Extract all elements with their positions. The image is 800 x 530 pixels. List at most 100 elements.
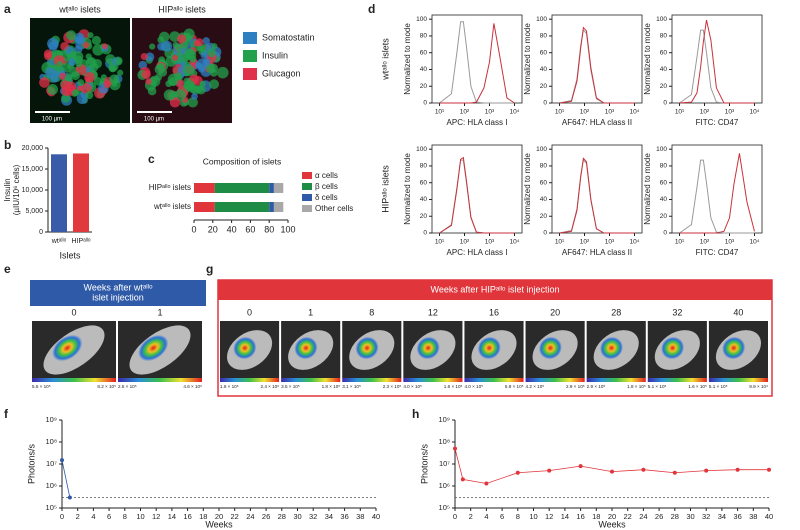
y-axis-label: Normalized to mode bbox=[643, 153, 652, 225]
x-tick-label: 10² bbox=[460, 239, 470, 246]
x-tick-label: 10 bbox=[529, 512, 537, 521]
legend-swatch bbox=[302, 194, 312, 201]
x-tick-label: 10¹ bbox=[555, 239, 565, 246]
series-line bbox=[439, 23, 515, 104]
cell bbox=[207, 48, 217, 58]
series-line bbox=[679, 153, 755, 234]
scale-value: 1.8 × 10⁵ bbox=[322, 384, 341, 389]
plot-frame bbox=[551, 14, 643, 104]
signal bbox=[416, 336, 440, 360]
y-tick-label: 100 bbox=[536, 146, 547, 153]
x-axis-label: Islets bbox=[59, 250, 81, 260]
y-tick-label: 40 bbox=[420, 196, 428, 203]
data-point bbox=[735, 467, 740, 472]
cell bbox=[85, 57, 97, 68]
legend-label: Glucagon bbox=[262, 68, 301, 78]
cell bbox=[176, 34, 187, 44]
x-tick-label: 20 bbox=[608, 512, 616, 521]
y-tick-label: 20,000 bbox=[22, 145, 44, 152]
cell bbox=[196, 85, 206, 95]
y-tick-label: 20 bbox=[660, 83, 668, 90]
x-tick-label: 12 bbox=[152, 512, 160, 521]
cell bbox=[211, 43, 218, 50]
y-tick-label: 10⁷ bbox=[439, 459, 450, 468]
week-label: 20 bbox=[550, 307, 560, 317]
y-tick-label: HIPᵃˡˡᵒ islets bbox=[149, 183, 191, 192]
panel-label: a bbox=[4, 2, 11, 16]
legend-swatch bbox=[243, 32, 257, 44]
y-tick-label: 0 bbox=[543, 100, 547, 107]
y-tick-label: 20 bbox=[660, 213, 668, 220]
x-tick-label: 6 bbox=[107, 512, 111, 521]
legend-label: Somatostatin bbox=[262, 32, 315, 42]
x-tick-label: 40 bbox=[765, 512, 773, 521]
x-tick-label: 10³ bbox=[725, 109, 735, 116]
x-tick-label: 32 bbox=[309, 512, 317, 521]
color-bar bbox=[464, 378, 524, 382]
x-axis-label: APC: HLA class I bbox=[447, 118, 508, 127]
panel-label: e bbox=[4, 262, 11, 276]
x-tick-label: 10² bbox=[580, 109, 590, 116]
y-tick-label: 60 bbox=[660, 179, 668, 186]
x-tick-label: 4 bbox=[91, 512, 95, 521]
cell bbox=[157, 62, 165, 71]
x-axis-label: AF647: HLA class II bbox=[562, 118, 632, 127]
plot-frame bbox=[671, 14, 763, 104]
cell bbox=[147, 86, 157, 96]
color-bar bbox=[586, 378, 646, 382]
x-tick-label: HIPᵃˡˡᵒ bbox=[71, 238, 90, 245]
series-line bbox=[559, 159, 635, 234]
scale-bar-label: 100 µm bbox=[42, 117, 62, 123]
cell bbox=[154, 73, 163, 81]
x-tick-label: 0 bbox=[453, 512, 457, 521]
series-line bbox=[439, 21, 515, 104]
week-label: 0 bbox=[71, 307, 76, 317]
image-title: wtᵃˡˡᵒ islets bbox=[58, 4, 101, 14]
y-tick-label: 80 bbox=[540, 33, 548, 40]
x-tick-label: 10³ bbox=[485, 109, 495, 116]
color-bar bbox=[342, 378, 402, 382]
y-tick-label: 80 bbox=[420, 163, 428, 170]
y-axis-label: (µIU/10⁶ cells) bbox=[12, 164, 21, 215]
signal bbox=[138, 334, 169, 362]
y-tick-label: 60 bbox=[420, 49, 428, 56]
cell bbox=[56, 61, 63, 68]
x-tick-label: 16 bbox=[576, 512, 584, 521]
panel-label: c bbox=[148, 152, 155, 166]
cell bbox=[183, 77, 191, 85]
x-tick-label: 100 bbox=[280, 224, 295, 234]
x-tick-label: 10⁴ bbox=[509, 239, 519, 246]
series-line bbox=[454, 448, 769, 484]
x-tick-label: 10³ bbox=[725, 239, 735, 246]
x-tick-label: 10² bbox=[700, 239, 710, 246]
legend-label: Insulin bbox=[262, 50, 288, 60]
series-line bbox=[679, 19, 755, 104]
color-bar bbox=[118, 378, 202, 382]
x-tick-label: 80 bbox=[264, 224, 274, 234]
cell bbox=[199, 80, 206, 87]
cell bbox=[70, 71, 80, 81]
x-tick-label: 26 bbox=[655, 512, 663, 521]
cell bbox=[80, 83, 92, 94]
y-tick-label: 10⁹ bbox=[45, 415, 57, 424]
series-line bbox=[559, 29, 635, 104]
y-tick-label: 10⁵ bbox=[439, 503, 450, 512]
x-tick-label: 10⁴ bbox=[749, 239, 759, 246]
cell bbox=[74, 32, 85, 44]
bar-segment bbox=[269, 183, 274, 193]
plot-frame bbox=[431, 144, 523, 234]
x-tick-label: 10² bbox=[700, 109, 710, 116]
cell bbox=[194, 62, 202, 69]
cell bbox=[68, 58, 77, 66]
scale-value: 3.5 × 10⁵ bbox=[281, 384, 300, 389]
header bbox=[30, 280, 206, 306]
legend-label: β cells bbox=[315, 182, 338, 191]
legend-swatch bbox=[302, 183, 312, 190]
color-bar bbox=[647, 378, 707, 382]
color-bar bbox=[220, 378, 280, 382]
legend-swatch bbox=[302, 205, 312, 212]
x-tick-label: 20 bbox=[208, 224, 218, 234]
signal bbox=[722, 336, 746, 360]
scale-value: 2.5 × 10⁵ bbox=[118, 384, 137, 389]
